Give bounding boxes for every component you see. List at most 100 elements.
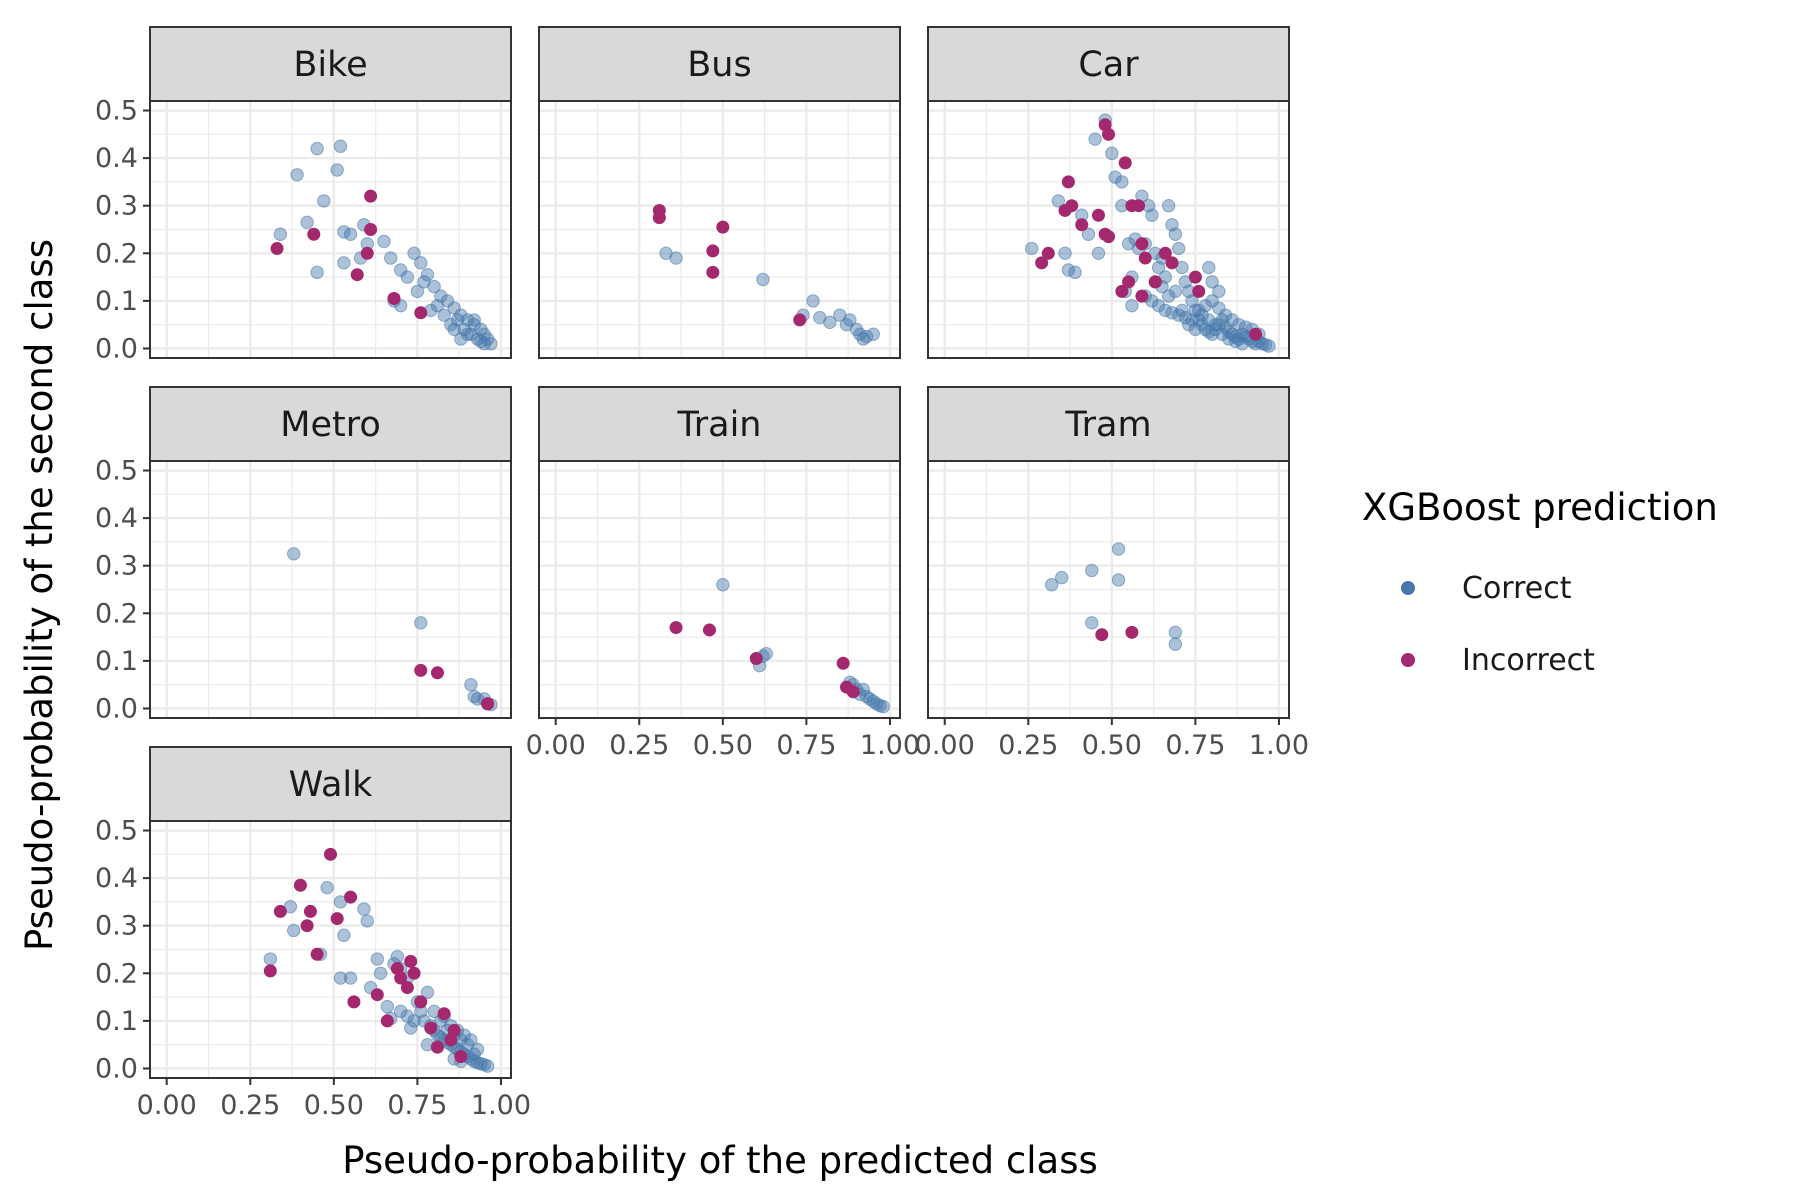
point-correct: [1175, 303, 1189, 318]
panel-border: [927, 100, 1290, 359]
point-correct: [454, 332, 468, 346]
point-incorrect: [652, 211, 666, 225]
point-correct: [420, 268, 435, 282]
point-incorrect: [836, 656, 850, 670]
point-incorrect: [1125, 625, 1139, 639]
point-correct: [1081, 227, 1096, 241]
point-correct: [1212, 301, 1226, 315]
x-tick-label: 0.75: [387, 1090, 447, 1121]
point-incorrect: [407, 966, 421, 980]
panel-tram: Tram 0.00 0.25 0.50 0.75 1.00: [915, 386, 1309, 761]
x-tick-label: 0.00: [915, 730, 975, 761]
point-correct: [1218, 308, 1233, 322]
x-tick-label: 0.25: [609, 730, 669, 761]
point-correct: [337, 928, 351, 942]
point-correct: [1168, 625, 1183, 640]
legend-label-incorrect: Incorrect: [1462, 643, 1595, 678]
panel-bike: Bike 0.0 0.1 0.2 0.3 0.4 0.5: [95, 26, 512, 364]
point-incorrect: [706, 265, 720, 279]
point-correct: [806, 294, 820, 308]
y-tick-label: 0.3: [95, 191, 138, 222]
point-correct: [1205, 275, 1219, 289]
point-correct: [1068, 265, 1082, 280]
x-tick-label: 1.00: [860, 730, 920, 761]
point-incorrect: [324, 847, 337, 861]
point-correct: [263, 952, 278, 966]
point-correct: [393, 1004, 408, 1019]
point-incorrect: [350, 268, 364, 282]
point-correct: [756, 272, 770, 287]
point-incorrect: [1075, 218, 1089, 232]
point-correct: [414, 616, 428, 630]
point-incorrect: [669, 621, 683, 635]
point-correct: [1085, 616, 1099, 630]
point-correct: [1202, 313, 1216, 327]
point-correct: [330, 163, 344, 177]
y-tick-label: 0.2: [95, 598, 138, 629]
point-incorrect: [437, 1007, 451, 1021]
strip-label-bus: Bus: [687, 45, 751, 85]
y-tick-label: 0.2: [95, 238, 138, 269]
legend: XGBoost prediction Correct Incorrect: [1362, 486, 1718, 678]
point-correct: [390, 949, 405, 964]
panel-border: [927, 460, 1290, 719]
point-correct: [273, 227, 288, 241]
point-correct: [1108, 170, 1122, 184]
point-correct: [287, 923, 301, 938]
strip-bus: [538, 26, 901, 102]
x-tick-label: 0.75: [776, 730, 836, 761]
y-tick-label: 0.0: [95, 693, 138, 724]
point-incorrect: [414, 306, 428, 320]
point-incorrect: [370, 988, 384, 1002]
point-correct: [1105, 146, 1119, 161]
point-incorrect: [404, 954, 418, 968]
point-correct: [447, 322, 461, 337]
point-incorrect: [380, 1014, 394, 1028]
point-correct: [360, 914, 374, 928]
point-correct: [380, 999, 395, 1014]
point-correct: [407, 1014, 421, 1028]
strip-tram: [927, 386, 1290, 462]
point-correct: [1024, 241, 1039, 256]
x-tick-label: 0.50: [304, 1090, 364, 1121]
point-incorrect: [1249, 327, 1263, 341]
point-incorrect: [424, 1021, 438, 1035]
point-incorrect: [447, 1023, 461, 1037]
point-incorrect: [481, 697, 495, 711]
point-incorrect: [360, 246, 374, 260]
point-incorrect: [270, 242, 284, 256]
panel-train: Train 0.00 0.25 0.50 0.75 1.00: [526, 386, 920, 761]
point-correct: [464, 677, 478, 692]
x-axis-title: Pseudo-probability of the predicted clas…: [342, 1139, 1098, 1182]
point-incorrect: [394, 971, 408, 985]
point-incorrect: [1135, 237, 1149, 251]
point-correct: [430, 298, 445, 313]
point-correct: [467, 313, 481, 327]
point-incorrect: [1102, 127, 1115, 141]
point-incorrect: [702, 623, 716, 637]
point-incorrect: [293, 878, 307, 892]
point-incorrect: [387, 292, 401, 306]
y-axis-title: Pseudo-probability of the second class: [18, 239, 61, 951]
point-incorrect: [1138, 251, 1152, 265]
y-tick-label: 0.3: [95, 551, 138, 582]
x-tick-label: 1.00: [1249, 730, 1309, 761]
point-correct: [400, 1009, 415, 1023]
legend-key-incorrect: [1401, 653, 1415, 667]
point-correct: [1168, 227, 1183, 241]
point-incorrect: [1158, 246, 1172, 260]
point-incorrect: [1122, 275, 1136, 289]
strip-bike: [149, 26, 512, 102]
point-incorrect: [1035, 256, 1049, 270]
point-correct: [333, 971, 348, 985]
point-incorrect: [1091, 208, 1105, 222]
point-incorrect: [303, 904, 317, 918]
x-tick-label: 0.50: [693, 730, 753, 761]
y-tick-label: 0.1: [95, 286, 138, 317]
point-correct: [377, 234, 391, 249]
point-correct: [474, 334, 488, 349]
point-correct: [1091, 246, 1106, 260]
point-correct: [373, 966, 388, 980]
point-correct: [1188, 322, 1203, 337]
point-correct: [1088, 132, 1102, 146]
